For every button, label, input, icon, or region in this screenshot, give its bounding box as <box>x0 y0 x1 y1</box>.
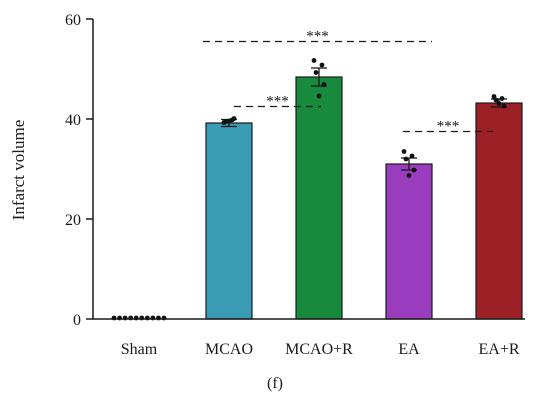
x-tick-label: MCAO <box>205 341 253 358</box>
data-point <box>316 93 322 99</box>
data-point <box>491 94 497 99</box>
y-tick-label: 0 <box>73 312 81 329</box>
y-tick-label: 40 <box>65 112 81 129</box>
data-point <box>321 82 327 87</box>
y-axis-label: Infarct volume <box>9 120 28 221</box>
bar <box>205 122 253 320</box>
data-point <box>311 58 317 63</box>
data-point <box>501 103 507 109</box>
data-point <box>499 96 505 101</box>
significance-label: *** <box>306 29 329 45</box>
data-point <box>409 153 415 159</box>
data-point <box>406 173 412 178</box>
y-tick-label: 20 <box>65 212 81 229</box>
data-point <box>313 70 319 75</box>
x-tick-label: Sham <box>121 341 158 358</box>
x-tick-label: EA <box>398 341 420 358</box>
significance-label: *** <box>437 119 460 135</box>
significance-label: *** <box>266 94 289 110</box>
data-point <box>496 101 502 106</box>
x-tick-label: EA+R <box>478 341 519 358</box>
data-point <box>319 62 325 68</box>
bar <box>295 76 343 320</box>
significance-annotations: *** *** *** <box>203 29 493 135</box>
data-point <box>493 97 499 103</box>
data-point <box>403 156 409 162</box>
data-point <box>401 149 407 154</box>
bars <box>205 67 523 320</box>
bar <box>385 163 433 320</box>
data-point <box>231 116 237 121</box>
data-point <box>411 167 417 173</box>
y-tick-label: 60 <box>65 12 81 29</box>
panel-label: (f) <box>267 375 283 392</box>
data-point <box>226 118 232 124</box>
x-axis: Sham MCAO MCAO+R EA EA+R <box>93 318 525 358</box>
y-axis: 0 20 40 60 <box>65 12 94 329</box>
data-points <box>111 58 507 321</box>
bar <box>475 102 523 320</box>
x-tick-label: MCAO+R <box>285 341 353 358</box>
